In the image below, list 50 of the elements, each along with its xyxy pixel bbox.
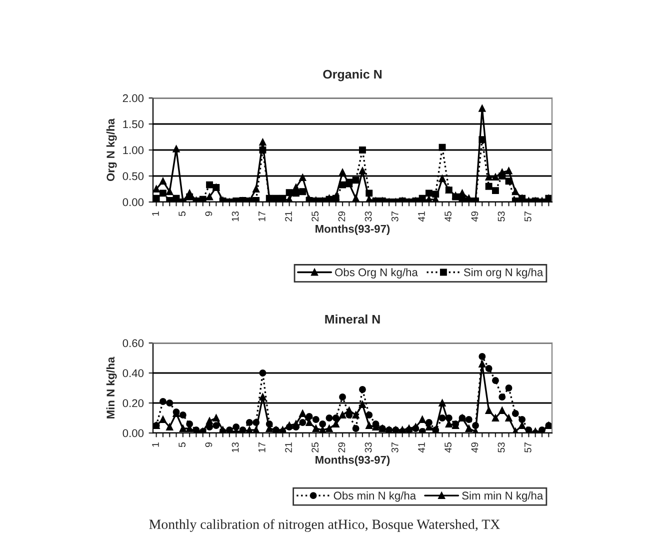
x-tick-label: 33 [364,442,372,452]
x-tick-label: 13 [232,211,239,222]
y-tick-label: 0.00 [122,429,144,438]
x-tick-label: 57 [524,442,532,452]
x-tick-label: 37 [391,442,398,452]
y-tick-label: 0.50 [122,172,144,180]
x-tick-label: 53 [498,442,505,452]
x-tick-label: 25 [312,442,319,452]
x-tick-label: 41 [418,212,425,222]
x-tick-label: 53 [498,211,505,222]
x-tick-label: 45 [444,442,452,453]
x-tick-label: 5 [178,442,186,448]
y-tick-label: 0.60 [122,339,144,348]
x-tick-label: 57 [524,212,532,222]
y-axis-title: Min N kg/ha [106,356,117,418]
x-tick-label: 29 [338,211,346,222]
y-tick-label: 2.00 [122,94,144,102]
text: Monthly calibration of nitrogen atHico, Bosque Watershed, TX [149,519,500,532]
x-tick-label: 21 [285,212,292,222]
y-tick-label: 1.50 [123,120,144,128]
x-tick-label: 5 [178,211,186,216]
x-tick-label: 29 [338,442,346,452]
y-tick-label: 0.40 [122,369,144,378]
chart-title: Organic N [323,69,382,82]
x-tick-label: 49 [471,442,478,453]
chart-title: Mineral N [325,314,380,324]
x-tick-label: 17 [258,442,266,452]
x-axis-title: Months(93-97) [316,224,390,235]
x-axis-title: Months(93-97) [316,456,390,466]
legend-label: Sim org N kg/ha [464,268,544,278]
x-tick-label: 17 [258,212,266,222]
x-tick-label: 49 [471,211,478,222]
y-tick-label: 1.00 [123,146,144,154]
x-tick-label: 1 [152,212,159,216]
x-tick-label: 9 [205,442,212,447]
x-tick-label: 13 [232,442,239,452]
legend-label: Obs min N kg/ha [334,491,416,502]
y-tick-label: 0.20 [122,399,144,408]
y-axis-title: Org N kg/ha [106,118,117,182]
x-tick-label: 25 [312,211,319,222]
x-tick-label: 33 [364,211,372,222]
x-tick-label: 9 [205,211,212,216]
x-tick-label: 21 [285,442,292,452]
x-tick-label: 37 [391,212,398,222]
x-tick-label: 41 [418,442,425,453]
legend-label: Obs Org N kg/ha [335,268,418,278]
y-tick-label: 0.00 [122,198,144,206]
legend-label: Sim min N kg/ha [462,491,544,502]
x-tick-label: 1 [152,442,159,447]
x-tick-label: 45 [444,211,452,222]
